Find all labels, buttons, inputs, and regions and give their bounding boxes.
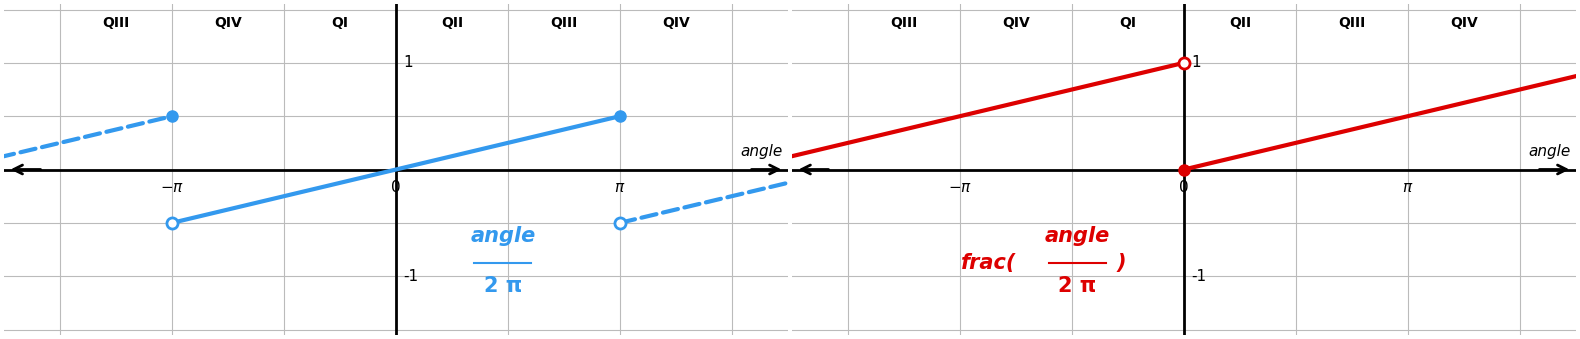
Text: 1: 1	[1191, 55, 1201, 70]
Text: $\pi$: $\pi$	[615, 180, 626, 195]
Text: $-\pi$: $-\pi$	[948, 180, 972, 195]
Text: QII: QII	[1229, 16, 1251, 30]
Text: QIII: QIII	[891, 16, 918, 30]
Text: QIII: QIII	[103, 16, 130, 30]
Text: -1: -1	[1191, 269, 1206, 284]
Text: angle: angle	[1044, 226, 1109, 246]
Text: QII: QII	[441, 16, 463, 30]
Text: $\pi$: $\pi$	[1401, 180, 1414, 195]
Text: QIII: QIII	[1338, 16, 1365, 30]
Text: angle: angle	[471, 226, 536, 246]
Text: QIV: QIV	[1002, 16, 1030, 30]
Text: 2 π: 2 π	[1059, 276, 1097, 296]
Text: angle: angle	[1528, 144, 1571, 159]
Text: QI: QI	[1120, 16, 1136, 30]
Text: QIII: QIII	[550, 16, 578, 30]
Text: QIV: QIV	[215, 16, 242, 30]
Text: 2 π: 2 π	[483, 276, 521, 296]
Text: $-\pi$: $-\pi$	[160, 180, 185, 195]
Text: 0: 0	[392, 180, 401, 195]
Text: 0: 0	[1179, 180, 1188, 195]
Text: QIV: QIV	[1450, 16, 1477, 30]
Text: frac(: frac(	[961, 253, 1016, 273]
Text: angle: angle	[739, 144, 782, 159]
Text: QI: QI	[332, 16, 349, 30]
Text: -1: -1	[403, 269, 419, 284]
Text: ): )	[1115, 253, 1125, 273]
Text: 1: 1	[403, 55, 412, 70]
Text: QIV: QIV	[662, 16, 690, 30]
